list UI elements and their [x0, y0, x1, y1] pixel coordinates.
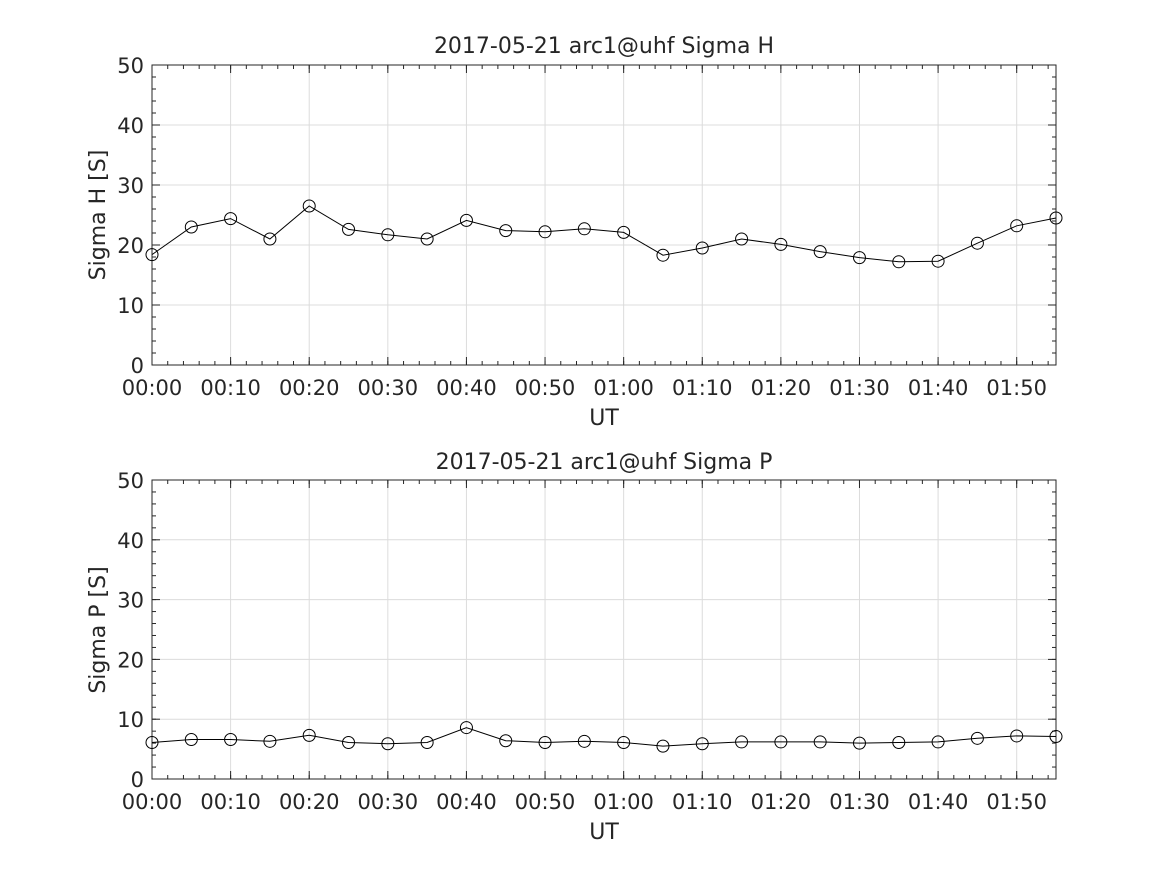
chart-sigma-p: 2017-05-21 arc1@uhf Sigma P Sigma P [S] …	[86, 450, 1063, 845]
x-tick-label: 01:30	[829, 376, 890, 400]
data-point	[459, 721, 473, 735]
x-tick-label: 00:50	[515, 790, 576, 814]
data-point	[302, 199, 316, 213]
data-point	[1010, 729, 1024, 743]
series-line	[151, 727, 1057, 747]
data-point	[931, 735, 945, 749]
data-point	[224, 733, 238, 747]
x-tick-label: 01:50	[986, 790, 1047, 814]
x-tick-label: 00:10	[200, 790, 261, 814]
chart-title: 2017-05-21 arc1@uhf Sigma H	[434, 34, 774, 59]
x-tick-label: 01:40	[908, 790, 969, 814]
x-tick-label: 00:40	[436, 790, 497, 814]
x-tick-label: 01:20	[751, 376, 812, 400]
data-point	[420, 232, 434, 246]
x-tick-label: 01:00	[593, 790, 654, 814]
x-tick-label: 01:50	[986, 376, 1047, 400]
x-tick-label: 00:20	[279, 790, 340, 814]
data-point	[970, 236, 984, 250]
y-tick-label: 30	[117, 589, 144, 613]
data-point	[538, 736, 552, 750]
data-point	[577, 222, 591, 236]
data-point	[302, 728, 316, 742]
data-point	[224, 212, 238, 226]
plot-area	[151, 64, 1057, 366]
chart-title: 2017-05-21 arc1@uhf Sigma P	[436, 450, 773, 475]
data-point	[420, 736, 434, 750]
x-tick-label: 00:30	[358, 376, 419, 400]
x-tick-label: 00:50	[515, 376, 576, 400]
y-axis-label: Sigma H [S]	[86, 150, 111, 281]
data-point	[813, 735, 827, 749]
data-point	[617, 736, 631, 750]
x-tick-label: 01:10	[672, 376, 733, 400]
y-tick-label: 20	[117, 234, 144, 258]
data-point	[970, 731, 984, 745]
x-tick-label: 01:30	[829, 790, 890, 814]
data-point	[656, 248, 670, 262]
y-tick-label: 50	[117, 469, 144, 493]
y-tick-label: 10	[117, 708, 144, 732]
data-point	[1010, 219, 1024, 233]
data-point	[342, 736, 356, 750]
data-point	[499, 224, 513, 238]
data-point	[852, 736, 866, 750]
y-tick-label: 20	[117, 648, 144, 672]
data-point	[931, 254, 945, 268]
y-tick-label: 50	[117, 54, 144, 78]
x-tick-label: 01:00	[593, 376, 654, 400]
data-point	[892, 255, 906, 269]
data-point	[735, 735, 749, 749]
data-point	[263, 232, 277, 246]
x-tick-label: 01:40	[908, 376, 969, 400]
data-point	[263, 734, 277, 748]
data-point	[695, 241, 709, 255]
data-point	[774, 735, 788, 749]
data-point	[735, 232, 749, 246]
data-point	[892, 736, 906, 750]
y-tick-label: 40	[117, 529, 144, 553]
x-axis-label: UT	[589, 820, 619, 845]
data-point	[577, 734, 591, 748]
x-tick-label: 00:00	[122, 790, 183, 814]
data-point	[1049, 730, 1063, 744]
data-point	[617, 225, 631, 239]
plot-area	[151, 479, 1057, 780]
data-point	[813, 245, 827, 259]
data-point	[656, 739, 670, 753]
data-point	[381, 737, 395, 751]
x-tick-label: 01:10	[672, 790, 733, 814]
y-tick-label: 30	[117, 174, 144, 198]
x-tick-label: 00:10	[200, 376, 261, 400]
y-tick-label: 0	[131, 768, 144, 792]
data-point	[145, 248, 159, 262]
y-tick-label: 10	[117, 294, 144, 318]
x-tick-label: 00:20	[279, 376, 340, 400]
y-axis-label: Sigma P [S]	[86, 566, 111, 693]
data-point	[184, 220, 198, 234]
data-point	[695, 737, 709, 751]
x-axis-label: UT	[589, 406, 619, 431]
data-point	[145, 736, 159, 750]
data-point	[459, 213, 473, 227]
data-point	[852, 251, 866, 265]
chart-sigma-h: 2017-05-21 arc1@uhf Sigma H Sigma H [S] …	[86, 34, 1063, 431]
x-tick-label: 00:40	[436, 376, 497, 400]
data-point	[499, 734, 513, 748]
data-point	[1049, 211, 1063, 225]
x-tick-label: 00:00	[122, 376, 183, 400]
data-point	[342, 222, 356, 236]
data-point	[774, 237, 788, 251]
data-point	[538, 225, 552, 239]
y-tick-label: 40	[117, 114, 144, 138]
series-line	[151, 205, 1057, 263]
x-tick-label: 01:20	[751, 790, 812, 814]
y-tick-label: 0	[131, 354, 144, 378]
data-point	[381, 228, 395, 242]
data-point	[184, 733, 198, 747]
x-tick-label: 00:30	[358, 790, 419, 814]
